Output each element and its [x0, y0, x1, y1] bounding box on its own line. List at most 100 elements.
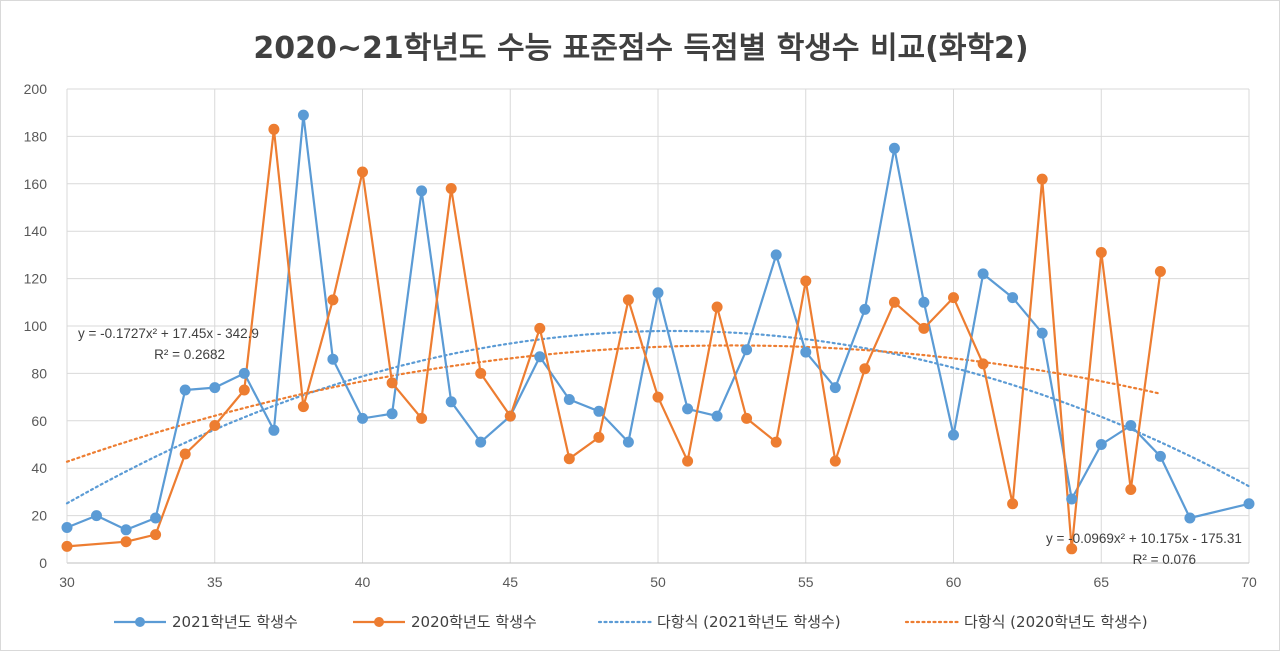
series-2021-point — [120, 524, 132, 536]
series-2020-point — [209, 420, 221, 431]
series-2020-point — [61, 540, 73, 552]
series-2021-point — [357, 412, 368, 424]
series-2020-point — [150, 529, 162, 541]
x-tick-label: 45 — [502, 574, 518, 590]
series-2020-point — [1125, 484, 1137, 495]
series-2021-point — [859, 303, 871, 315]
legend-item-2021-label: 2021학년도 학생수 — [172, 613, 298, 631]
series-2020-point — [120, 536, 132, 548]
legend-item-2020-label: 2020학년도 학생수 — [411, 613, 537, 631]
series-2021-point — [593, 405, 605, 417]
series-2020-point — [888, 296, 900, 308]
series-2021-point — [1125, 420, 1137, 431]
x-tick-label: 30 — [59, 574, 75, 590]
series-2020-point — [859, 363, 871, 375]
series-2021-point — [918, 296, 930, 308]
series-2021-point — [150, 512, 162, 524]
series-2020-point — [829, 455, 841, 467]
equation-label-layer: y = -0.1727x² + 17.45x - 342.9 R² = 0.268… — [78, 326, 1242, 567]
y-tick-label: 200 — [24, 81, 48, 97]
series-2021-point — [209, 382, 221, 394]
series-2020-point — [357, 166, 368, 178]
series-2020-point — [386, 377, 398, 389]
trendline-2020 — [65, 344, 1162, 463]
y-tick-label: 40 — [31, 460, 47, 476]
x-tick-label: 65 — [1093, 574, 1109, 590]
trendline-layer — [65, 329, 1251, 505]
series-2021-point — [61, 522, 73, 533]
series-layer — [61, 109, 1255, 555]
series-2020-point — [504, 410, 516, 422]
series-2020-point — [682, 455, 694, 467]
y-tick-label: 20 — [31, 508, 47, 524]
series-2021-point — [741, 344, 753, 356]
x-tick-label: 50 — [650, 574, 666, 590]
series-2020-point — [652, 391, 664, 403]
grid-layer — [67, 88, 1250, 563]
series-2021-line — [66, 113, 1250, 531]
trendline-2021-r2: R² = 0.2682 — [154, 347, 225, 362]
series-2020-point — [800, 275, 812, 287]
series-2021-point — [534, 351, 546, 363]
series-2020-point — [327, 294, 339, 306]
trendline-2020-equation: y = -0.0969x² + 10.175x - 175.31 — [1046, 531, 1242, 546]
legend-item-2021-marker — [135, 617, 145, 627]
series-2021-point — [297, 109, 309, 121]
series-2020-point — [593, 431, 605, 443]
series-2021-point — [386, 408, 398, 420]
series-2020-point — [179, 448, 191, 460]
series-2020-point — [297, 401, 309, 413]
x-tick-label: 35 — [207, 574, 223, 590]
series-2020-point — [475, 367, 487, 379]
series-2020-point — [1007, 498, 1019, 510]
y-tick-label: 0 — [39, 555, 47, 571]
x-tick-label: 55 — [798, 574, 814, 590]
y-tick-label: 100 — [24, 318, 48, 334]
series-2021-point — [179, 384, 191, 396]
series-2021-point — [238, 367, 250, 379]
y-tick-label: 120 — [24, 271, 48, 287]
series-2021-point — [711, 410, 723, 422]
series-2021-point — [268, 424, 280, 436]
axis-layer: 0 20 40 60 80 100 120 140 160 180 200 30 35 40 45 50 55 6… — [24, 81, 1257, 590]
series-2020-point — [1095, 247, 1107, 258]
legend: 2021학년도 학생수 2020학년도 학생수 다항식 (2021학년도 학생수) 다… — [114, 613, 1148, 631]
series-2021-point — [563, 394, 575, 405]
series-2020-point — [563, 453, 575, 465]
series-2021-point — [1007, 292, 1019, 304]
x-tick-label: 70 — [1241, 574, 1257, 590]
series-2020-point — [1154, 266, 1166, 277]
y-tick-label: 60 — [31, 413, 47, 429]
series-2021-point — [1066, 493, 1078, 505]
series-2021-point — [770, 249, 782, 261]
series-2021-point — [682, 403, 694, 415]
series-2021-point — [1243, 498, 1255, 510]
legend-item-2020-marker — [374, 617, 384, 627]
series-2021-point — [800, 346, 812, 358]
series-2020-point — [770, 436, 782, 448]
series-2020-point — [268, 123, 280, 135]
series-2020-point — [948, 292, 959, 304]
series-2021-point — [1095, 439, 1107, 450]
y-tick-label: 180 — [24, 128, 48, 144]
series-2021-point — [977, 268, 989, 280]
series-2020-point — [416, 412, 428, 424]
series-2021-point — [888, 142, 900, 154]
series-2021-point — [475, 436, 487, 448]
series-2020-point — [1066, 543, 1078, 555]
legend-item-trend-2020-label: 다항식 (2020학년도 학생수) — [964, 613, 1148, 631]
x-tick-label: 40 — [355, 574, 371, 590]
series-2020-point — [977, 358, 989, 370]
x-tick-label: 60 — [946, 574, 962, 590]
series-2021-point — [1036, 327, 1048, 339]
series-2021-point — [1154, 450, 1166, 462]
series-2021-point — [948, 429, 959, 441]
y-tick-label: 140 — [24, 223, 48, 239]
y-tick-label: 160 — [24, 176, 48, 192]
series-2020-point — [534, 322, 546, 334]
series-2020-point — [1036, 173, 1048, 185]
trendline-2020-r2: R² = 0.076 — [1133, 552, 1196, 567]
series-2020-point — [918, 322, 930, 334]
